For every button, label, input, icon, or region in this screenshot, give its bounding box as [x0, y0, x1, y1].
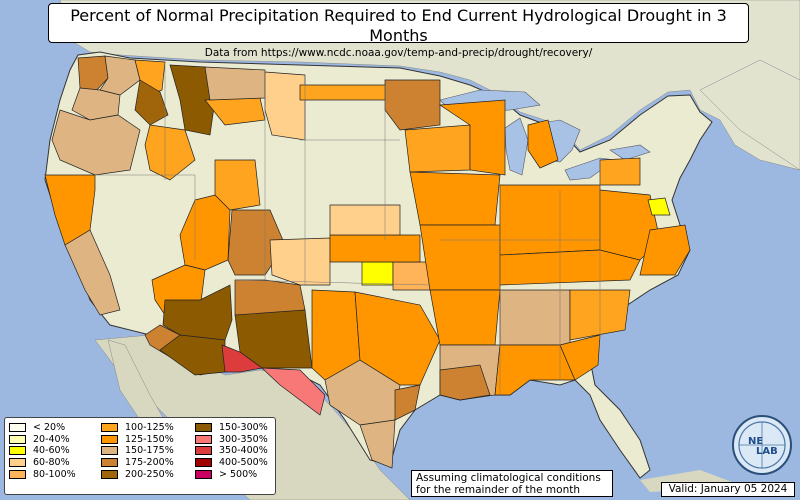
legend: < 20% 20-40% 40-60% 60-80% 80-100% 100-1… [4, 417, 276, 495]
region [299, 84, 386, 101]
legend-swatch [101, 469, 118, 479]
legend-swatch [9, 423, 26, 433]
region [329, 204, 401, 236]
region [647, 197, 671, 216]
region [559, 334, 601, 381]
legend-item: 20-40% [9, 434, 76, 446]
region [51, 109, 141, 176]
valid-date: Valid: January 05 2024 [661, 482, 795, 497]
legend-swatch [9, 469, 26, 479]
legend-item: > 500% [195, 468, 268, 480]
region [599, 157, 641, 186]
legend-swatch [101, 434, 118, 444]
legend-label: 175-200% [125, 457, 174, 469]
region [429, 289, 501, 346]
region [77, 55, 109, 93]
legend-item: 40-60% [9, 445, 76, 457]
legend-label: 60-80% [33, 457, 70, 469]
region [134, 79, 169, 126]
drought-regions [44, 55, 691, 469]
legend-swatch [9, 458, 26, 468]
assumption-note: Assuming climatological conditions for t… [411, 470, 613, 497]
legend-column-2: 100-125% 125-150% 150-175% 175-200% 200-… [101, 422, 174, 480]
legend-item: 80-100% [9, 468, 76, 480]
legend-swatch [101, 446, 118, 456]
legend-swatch [195, 458, 212, 468]
logo-text-1: NE [748, 436, 763, 447]
region [409, 171, 501, 226]
region [359, 419, 396, 469]
legend-swatch [195, 423, 212, 433]
legend-swatch [195, 434, 212, 444]
region [439, 364, 491, 401]
state-boundaries [95, 62, 601, 395]
legend-label: 400-500% [219, 457, 268, 469]
legend-item: 200-250% [101, 468, 174, 480]
legend-label: 20-40% [33, 433, 70, 445]
legend-item: 300-350% [195, 434, 268, 446]
legend-column-1: < 20% 20-40% 40-60% 60-80% 80-100% [9, 422, 76, 480]
region [361, 261, 394, 286]
legend-item: 400-500% [195, 457, 268, 469]
legend-item: 350-400% [195, 445, 268, 457]
region [204, 66, 266, 101]
region [64, 229, 121, 316]
region [144, 124, 196, 181]
legend-column-3: 150-300% 300-350% 350-400% 400-500% > 50… [195, 422, 268, 480]
assumption-line-2: for the remainder of the month [416, 484, 581, 496]
legend-item: 125-150% [101, 434, 174, 446]
legend-swatch [195, 469, 212, 479]
region [527, 119, 559, 169]
region [159, 334, 226, 376]
legend-item: 175-200% [101, 457, 174, 469]
region [234, 309, 313, 369]
region [261, 367, 326, 416]
legend-swatch [9, 434, 26, 444]
legend-label: 125-150% [125, 433, 174, 445]
region [221, 344, 263, 373]
assumption-line-1: Assuming climatological conditions [416, 472, 601, 484]
title-box: Percent of Normal Precipitation Required… [48, 3, 749, 59]
map-subtitle: Data from https://www.ncdc.noaa.gov/temp… [204, 47, 593, 59]
legend-label: 200-250% [125, 468, 174, 480]
legend-item: 150-300% [195, 422, 268, 434]
legend-item: < 20% [9, 422, 76, 434]
legend-label: 80-100% [33, 468, 76, 480]
legend-swatch [195, 446, 212, 456]
logo-text-2: LAB [756, 446, 778, 457]
legend-label: < 20% [33, 422, 66, 434]
region [394, 384, 421, 421]
legend-label: 350-400% [219, 445, 268, 457]
legend-item: 60-80% [9, 457, 76, 469]
legend-swatch [9, 446, 26, 456]
legend-item: 100-125% [101, 422, 174, 434]
legend-swatch [101, 458, 118, 468]
region [264, 71, 306, 141]
legend-label: 300-350% [219, 433, 268, 445]
region [404, 124, 471, 173]
map-title: Percent of Normal Precipitation Required… [70, 6, 727, 45]
legend-label: 40-60% [33, 445, 70, 457]
region [499, 184, 601, 256]
legend-label: 150-175% [125, 445, 174, 457]
legend-item: 150-175% [101, 445, 174, 457]
region [499, 289, 571, 346]
nelab-logo: NE LAB [732, 415, 792, 475]
region [438, 99, 506, 176]
region [639, 224, 691, 276]
legend-label: 100-125% [125, 422, 174, 434]
region [234, 279, 306, 316]
region [269, 237, 331, 286]
legend-label: > 500% [219, 468, 258, 480]
legend-swatch [101, 423, 118, 433]
region [419, 224, 501, 291]
northeast-canada [699, 59, 800, 171]
legend-label: 150-300% [219, 422, 268, 434]
region [214, 159, 261, 211]
region [499, 249, 641, 286]
region [329, 234, 421, 263]
